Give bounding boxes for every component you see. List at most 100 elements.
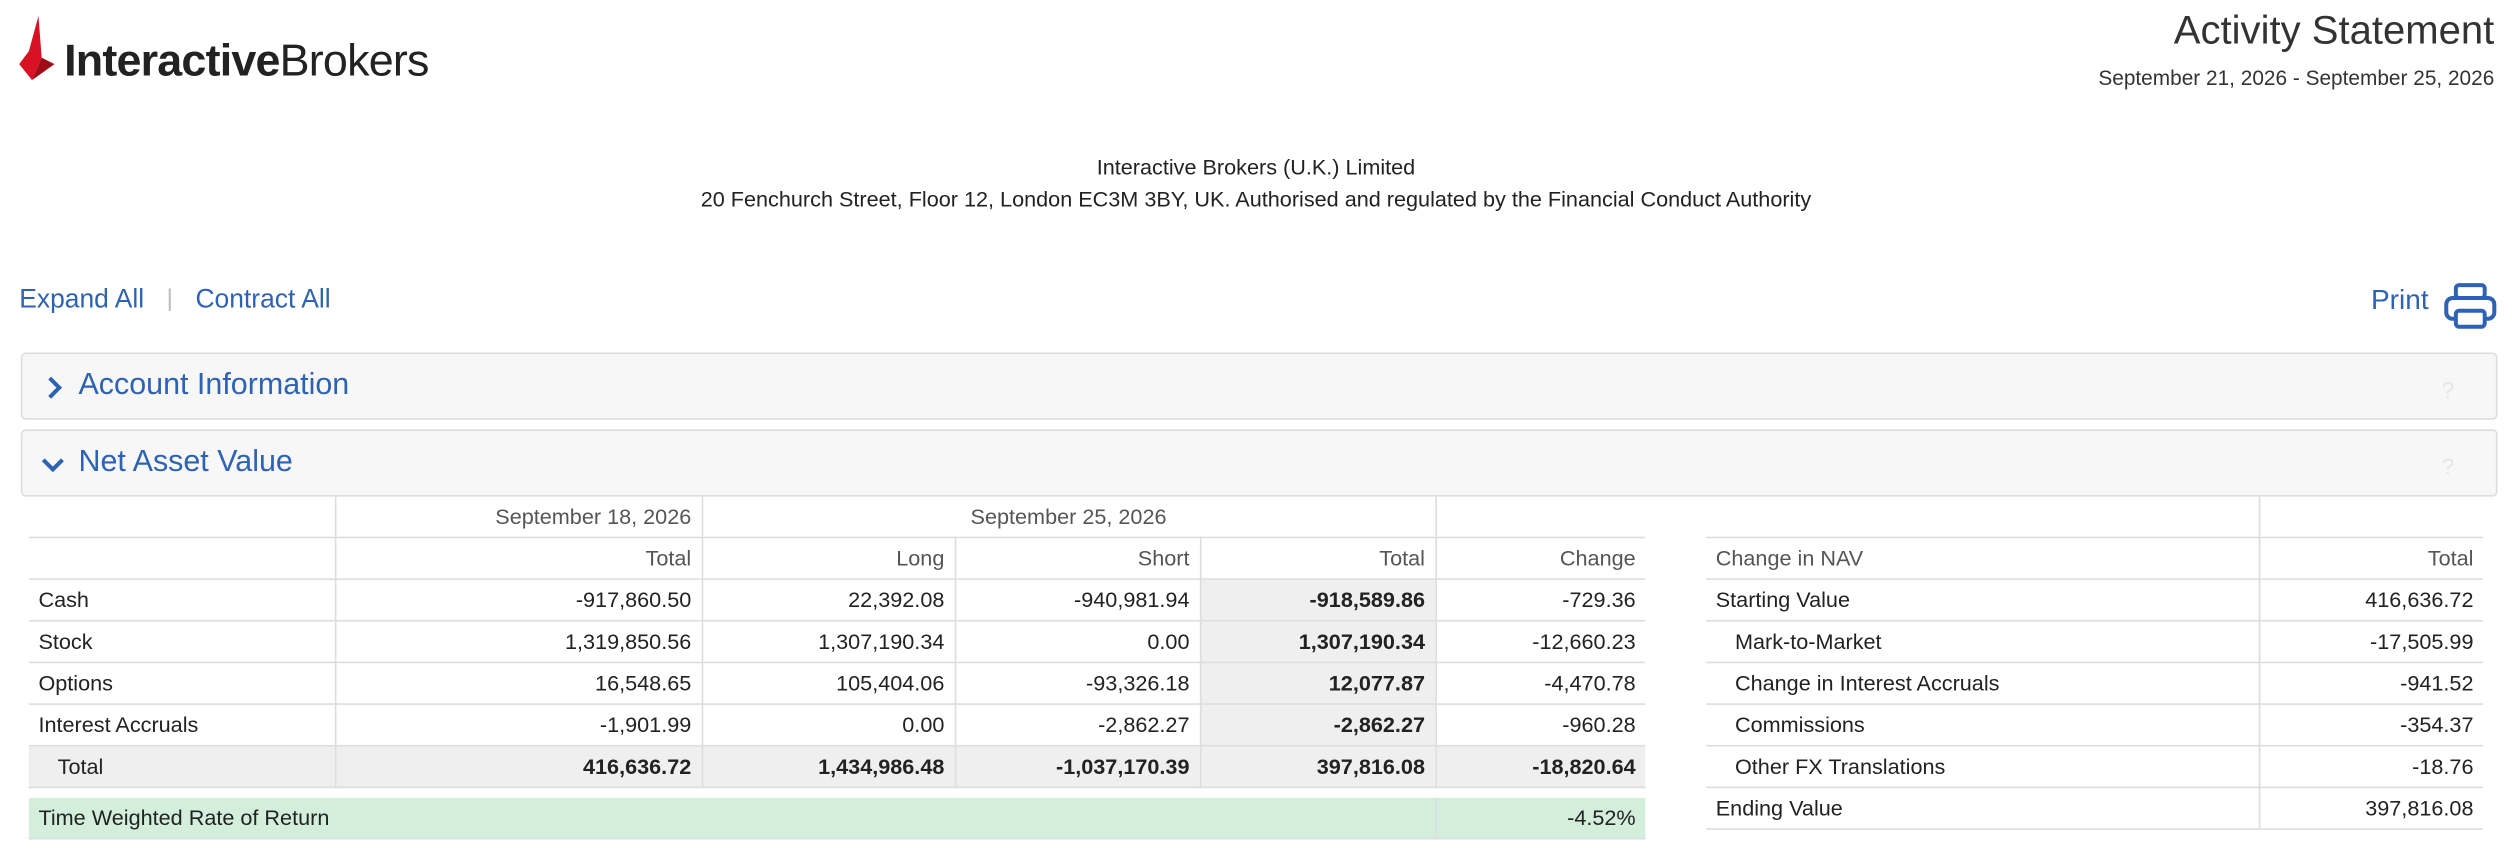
chevron-down [41,458,64,473]
print-icon[interactable] [2443,282,2497,330]
column-header: Total [334,537,703,580]
row-label: Commissions [1706,704,2260,747]
value-cell: 16,548.65 [334,662,703,705]
row-label: Other FX Translations [1706,745,2260,789]
row-label: Ending Value [1706,787,2260,830]
company: Interactive Brokers (U.K.) Limited [1096,155,1416,180]
blank-header-row [1706,496,2484,539]
change-row: Other FX Translations -18.76 [1706,745,2484,789]
value-cell: 1,307,190.34 [1199,620,1437,664]
column-header: Total [1199,537,1437,580]
value-cell: -18.76 [2258,745,2484,789]
separator: | [166,285,173,313]
cell [1706,496,2260,539]
nav-row: Cash -917,860.50 22,392.08 -940,981.94 -918,… [28,579,1646,622]
cell [28,496,336,539]
logo-text: InteractiveBrokers [64,35,429,86]
row-label: Cash [28,579,336,622]
section-title: Account Information [78,368,350,403]
column-header: Total [2258,537,2484,580]
column-header: Short [954,537,1201,580]
value-cell: -2,862.27 [1199,704,1437,747]
logo-bold: Interactive [64,35,280,85]
section-account[interactable]: Account Information ? [20,352,2498,420]
help: ? [2441,376,2455,403]
value-cell: 22,392.08 [701,579,956,622]
chevron-right [48,376,63,399]
total-cell: 416,636.72 [334,745,703,789]
nav-row: Interest Accruals -1,901.99 0.00 -2,862.27-… [28,704,1646,747]
value-cell: -12,660.23 [1435,620,1646,664]
total-cell: 1,434,986.48 [701,745,956,789]
value-cell: 1,319,850.56 [334,620,703,664]
value-cell: -729.36 [1435,579,1646,622]
column-header-row: Change in NAV Total [1706,537,2484,580]
section-title: Net Asset Value [78,445,293,479]
nav-row: Options 16,548.65 105,404.06 -93,326.18 12,0… [28,662,1646,705]
value-cell: 1,307,190.34 [701,620,956,664]
row-label: Options [28,662,336,705]
change-row: Change in Interest Accruals -941.52 [1706,662,2484,705]
total-cell: -18,820.64 [1435,745,1646,789]
twr-value: -4.52% [1435,797,1646,840]
row-label: Interest Accruals [28,704,336,747]
value-cell: -17,505.99 [2258,620,2484,664]
group-header-row: September 18, 2026 September 25, 2026 [28,496,1646,539]
twr-label: Time Weighted Rate of Return [28,797,1437,840]
column-header: Change in NAV [1706,537,2260,580]
value-cell: -918,589.86 [1199,579,1437,622]
total-row: Total 416,636.72 1,434,986.48 -1,037,170.39… [28,745,1646,789]
change-row: Ending Value 397,816.08 [1706,787,2484,830]
total-cell: -1,037,170.39 [954,745,1201,789]
logo-light: Brokers [279,35,430,85]
title: Activity Statement [2173,8,2495,53]
change-row: Commissions -354.37 [1706,704,2484,747]
cell [2258,496,2484,539]
value-cell: -941.52 [2258,662,2484,705]
change-table: Change in NAV Total Starting Value 416,636.… [1706,496,2484,830]
column-header-row: Total Long Short Total Change [28,537,1646,580]
column-header: Long [701,537,956,580]
value-cell: -93,326.18 [954,662,1201,705]
twr-row: Time Weighted Rate of Return -4.52% [28,797,1646,840]
value-cell: 0.00 [701,704,956,747]
value-cell: -4,470.78 [1435,662,1646,705]
cell [1435,496,1646,539]
value-cell: -2,862.27 [954,704,1201,747]
expand-all[interactable]: Expand All [19,285,145,314]
group-header: September 18, 2026 [334,496,703,539]
value-cell: 12,077.87 [1199,662,1437,705]
row-label: Stock [28,620,336,664]
nav-row: Stock 1,319,850.56 1,307,190.34 0.00 1,307,1… [28,620,1646,664]
row-label: Mark-to-Market [1706,620,2260,664]
value-cell: -917,860.50 [334,579,703,622]
cell [28,537,336,580]
period: September 21, 2026 - September 25, 2026 [2098,65,2495,90]
total-label: Total [28,745,336,789]
spacer-row [29,787,1645,797]
row-label: Change in Interest Accruals [1706,662,2260,705]
change-row: Mark-to-Market -17,505.99 [1706,620,2484,664]
column-header: Change [1435,537,1646,580]
contract-all[interactable]: Contract All [195,285,331,314]
row-label: Starting Value [1706,579,2260,622]
change-row: Starting Value 416,636.72 [1706,579,2484,622]
value-cell: -960.28 [1435,704,1646,747]
value-cell: -354.37 [2258,704,2484,747]
value-cell: -940,981.94 [954,579,1201,622]
value-cell: 0.00 [954,620,1201,664]
group-header: September 25, 2026 [701,496,1437,539]
print[interactable]: Print [2370,283,2429,316]
section-nav[interactable]: Net Asset Value ? [20,429,2498,497]
address: 20 Fenchurch Street, Floor 12, London EC… [700,187,1812,212]
value-cell: 416,636.72 [2258,579,2484,622]
help: ? [2441,453,2455,479]
value-cell: -1,901.99 [334,704,703,747]
logo-icon [19,16,55,81]
value-cell: 105,404.06 [701,662,956,705]
value-cell: 397,816.08 [2258,787,2484,830]
spacer [29,787,1645,797]
total-cell: 397,816.08 [1199,745,1437,789]
